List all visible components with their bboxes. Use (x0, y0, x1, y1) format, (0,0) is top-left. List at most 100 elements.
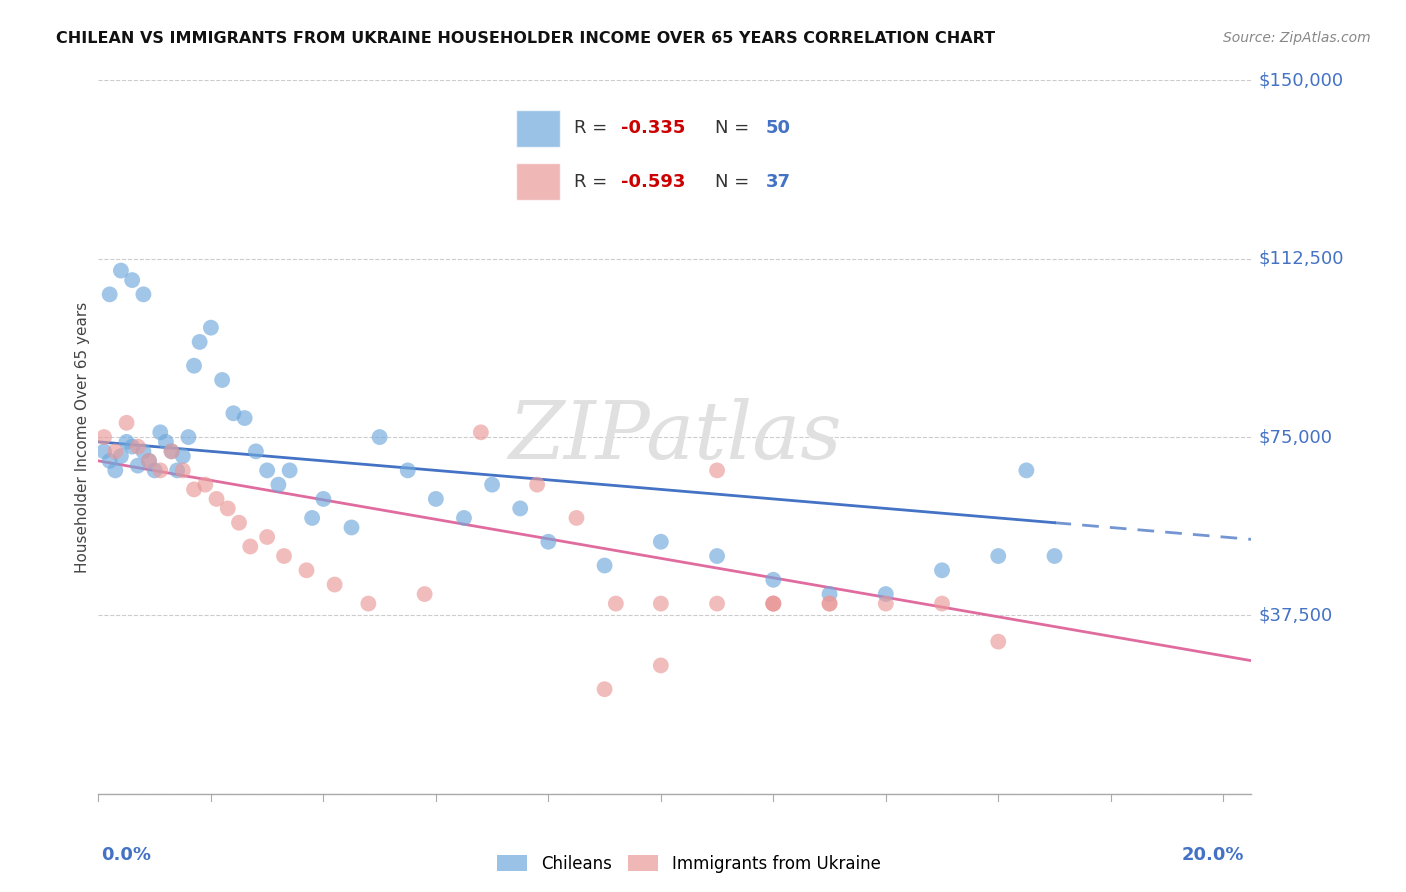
Point (222, 406, 245, 420)
Point (155, 434, 177, 449)
Point (818, 597, 841, 611)
Point (818, 587, 841, 601)
Point (93, 430, 115, 444)
Point (762, 597, 785, 611)
Point (931, 563, 953, 577)
Text: $37,500: $37,500 (1258, 607, 1333, 624)
Point (121, 273, 143, 287)
Text: $75,000: $75,000 (1258, 428, 1333, 446)
Point (650, 534, 672, 549)
Text: 50: 50 (766, 120, 792, 137)
Point (396, 463, 419, 477)
Point (239, 540, 262, 554)
Text: N =: N = (716, 120, 755, 137)
Point (256, 463, 278, 477)
Point (706, 597, 728, 611)
Point (104, 444, 127, 458)
Point (205, 491, 228, 506)
Point (470, 425, 492, 440)
Point (98, 454, 121, 468)
Point (340, 520, 363, 534)
Point (301, 511, 323, 525)
Point (160, 444, 183, 458)
Point (762, 597, 785, 611)
Point (1043, 549, 1066, 563)
Point (762, 573, 785, 587)
Point (650, 658, 672, 673)
Point (93, 444, 115, 458)
FancyBboxPatch shape (516, 163, 560, 200)
Point (875, 597, 897, 611)
Point (149, 425, 172, 440)
Point (211, 373, 233, 387)
Point (526, 477, 548, 491)
Point (312, 491, 335, 506)
FancyBboxPatch shape (516, 110, 560, 147)
Text: -0.593: -0.593 (621, 173, 685, 191)
Y-axis label: Householder Income Over 65 years: Householder Income Over 65 years (75, 301, 90, 573)
Point (537, 534, 560, 549)
Point (357, 597, 380, 611)
Point (200, 320, 222, 334)
Point (127, 458, 149, 473)
Text: 20.0%: 20.0% (1182, 846, 1244, 863)
Point (256, 530, 278, 544)
Point (127, 440, 149, 454)
Point (166, 463, 188, 477)
Point (295, 563, 318, 577)
Text: $112,500: $112,500 (1258, 250, 1344, 268)
Point (115, 434, 138, 449)
Point (453, 511, 475, 525)
Text: $150,000: $150,000 (1258, 71, 1344, 89)
Point (183, 483, 205, 497)
Point (273, 549, 295, 563)
Point (115, 416, 138, 430)
Point (138, 454, 160, 468)
Point (98, 287, 121, 301)
Text: ZIPatlas: ZIPatlas (508, 399, 842, 475)
Text: Source: ZipAtlas.com: Source: ZipAtlas.com (1223, 31, 1371, 45)
Point (172, 449, 194, 463)
Text: CHILEAN VS IMMIGRANTS FROM UKRAINE HOUSEHOLDER INCOME OVER 65 YEARS CORRELATION : CHILEAN VS IMMIGRANTS FROM UKRAINE HOUSE… (56, 31, 995, 46)
Point (605, 597, 627, 611)
Point (593, 682, 616, 697)
Point (132, 444, 155, 458)
Point (160, 444, 183, 458)
Point (706, 463, 728, 477)
Point (706, 549, 728, 563)
Point (233, 411, 256, 425)
Point (110, 263, 132, 277)
Text: -0.335: -0.335 (621, 120, 685, 137)
Legend: Chileans, Immigrants from Ukraine: Chileans, Immigrants from Ukraine (491, 848, 887, 880)
Point (875, 587, 897, 601)
Point (425, 491, 447, 506)
Point (110, 449, 132, 463)
Point (987, 549, 1010, 563)
Point (228, 516, 250, 530)
Point (245, 444, 267, 458)
Point (104, 463, 127, 477)
Point (323, 577, 346, 591)
Point (509, 501, 531, 516)
Text: R =: R = (574, 173, 613, 191)
Point (194, 477, 217, 491)
Point (650, 597, 672, 611)
Text: R =: R = (574, 120, 613, 137)
Point (177, 430, 200, 444)
Point (818, 597, 841, 611)
Point (149, 463, 172, 477)
Point (565, 511, 588, 525)
Point (121, 440, 143, 454)
Point (413, 587, 436, 601)
Point (183, 359, 205, 373)
Point (267, 477, 290, 491)
Point (368, 430, 391, 444)
Point (278, 463, 301, 477)
Text: N =: N = (716, 173, 755, 191)
Point (188, 334, 211, 349)
Point (762, 597, 785, 611)
Text: 37: 37 (766, 173, 792, 191)
Point (987, 634, 1010, 648)
Point (172, 463, 194, 477)
Point (1015, 463, 1038, 477)
